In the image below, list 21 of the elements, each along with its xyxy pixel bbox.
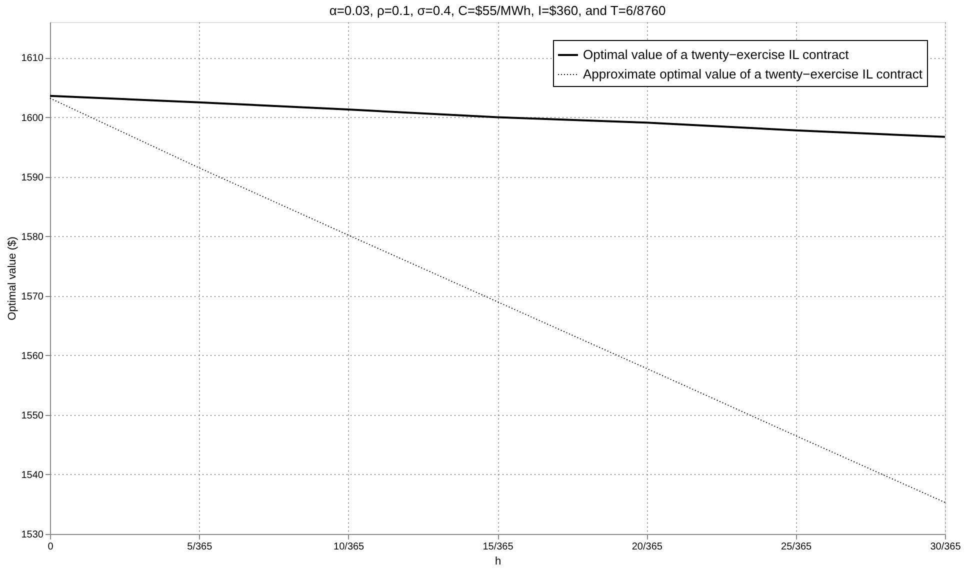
x-axis-title: h bbox=[494, 556, 502, 568]
y-tick-label: 1580 bbox=[21, 232, 44, 243]
y-axis-title: Optimal value ($) bbox=[6, 236, 18, 320]
x-tick-label: 0 bbox=[48, 542, 54, 552]
y-tick-label: 1530 bbox=[21, 530, 44, 540]
legend-label: Approximate optimal value of a twenty−exercise IL contract bbox=[583, 66, 923, 82]
y-tick-label: 1550 bbox=[21, 410, 44, 422]
y-tick-label: 1610 bbox=[21, 53, 44, 64]
y-tick-label: 1600 bbox=[21, 112, 44, 124]
x-tick-label: 5/365 bbox=[187, 542, 213, 552]
x-tick-label: 25/365 bbox=[781, 542, 812, 552]
x-tick-label: 30/365 bbox=[930, 542, 962, 552]
x-tick-label: 10/365 bbox=[334, 542, 365, 552]
y-tick-label: 1570 bbox=[21, 291, 44, 302]
legend-label: Optimal value of a twenty−exercise IL contract bbox=[583, 47, 850, 62]
y-tick-label: 1560 bbox=[21, 350, 44, 362]
chart-title: α=0.03, ρ=0.1, σ=0.4, C=$55/MWh, I=$360, and T=6/8760 bbox=[329, 3, 666, 18]
y-tick-label: 1590 bbox=[21, 172, 44, 184]
x-tick-label: 20/365 bbox=[632, 542, 663, 552]
y-tick-label: 1540 bbox=[21, 470, 44, 481]
x-tick-label: 15/365 bbox=[482, 542, 514, 552]
